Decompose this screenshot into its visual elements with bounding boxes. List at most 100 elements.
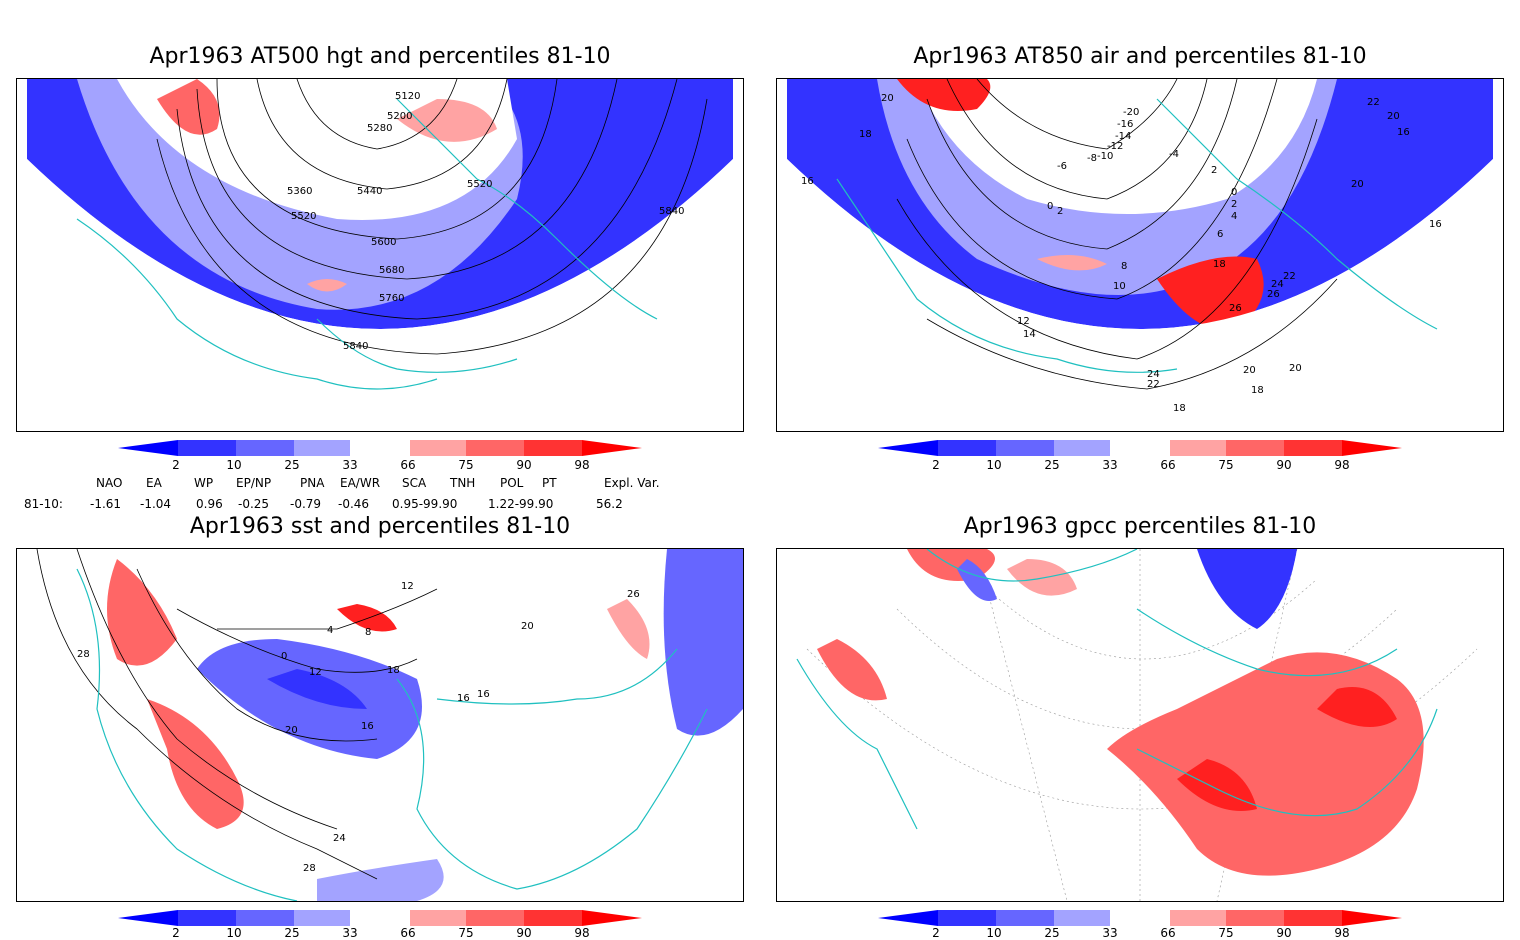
contour-label: 20 [521, 621, 534, 632]
blue-anomaly-region [957, 559, 997, 601]
index-row-label: 81-10: [24, 497, 63, 511]
contour-label: 24 [333, 833, 346, 844]
colorbar-label: 66 [1160, 458, 1176, 472]
colorbar-label: 66 [1160, 926, 1176, 940]
index-header: NAO [96, 476, 123, 490]
contour-label: 5840 [659, 206, 684, 217]
contour-label: 5360 [287, 186, 312, 197]
contour-label: 5680 [379, 265, 404, 276]
contour-label: 18 [859, 129, 872, 140]
index-value: -0.25 [238, 497, 270, 511]
contour-label: 0 [281, 651, 287, 662]
contour-label: 12 [309, 667, 322, 678]
index-header: SCA [402, 476, 427, 490]
contour-label: -14 [1115, 131, 1131, 142]
colorbar-bottom-left [118, 910, 642, 926]
colorbar-label: 75 [1218, 926, 1234, 940]
colorbar-label: 25 [1044, 926, 1060, 940]
panel3-title: Apr1963 sst and percentiles 81-10 [189, 514, 571, 539]
index-header: Expl. Var. [604, 476, 660, 490]
map-at500-svg: 5120 5200 5280 5360 5440 5520 5520 5600 … [17, 79, 743, 431]
red-anomaly-region [307, 279, 347, 292]
map-panel-at500: 5120 5200 5280 5360 5440 5520 5520 5600 … [16, 78, 744, 432]
height-contours [156, 79, 708, 355]
contour-label: -8 [1087, 153, 1097, 164]
contour-label: 16 [1397, 127, 1410, 138]
colorbar-label: 33 [1102, 926, 1118, 940]
neutral-region [917, 79, 1317, 214]
contour-label: 20 [881, 93, 894, 104]
contour-label: 26 [1229, 303, 1242, 314]
contour-label: -20 [1123, 107, 1139, 118]
map-panel-at850: 20 18 16 22 20 16 20 16 -20 -16 -14 -12 … [776, 78, 1504, 432]
contour-label: 28 [303, 863, 316, 874]
red-anomaly-region [1037, 255, 1107, 271]
contour-label: 5280 [367, 123, 392, 134]
colorbar-label: 90 [1276, 926, 1292, 940]
red-anomaly-region [1157, 256, 1264, 331]
contour-label: 24 [1147, 369, 1160, 380]
colorbar-label: 33 [342, 926, 358, 940]
contour-label: 18 [1251, 385, 1264, 396]
panel1-title: Apr1963 AT500 hgt and percentiles 81-10 [149, 44, 611, 69]
contour-label: 22 [1367, 97, 1380, 108]
contour-label: 5520 [291, 211, 316, 222]
red-anomaly-region [337, 604, 397, 632]
colorbar-label: 98 [574, 458, 590, 472]
colorbar-bottom-right [878, 910, 1402, 926]
index-value: -0.79 [290, 497, 322, 511]
colorbar-label: 10 [986, 458, 1002, 472]
contour-label: -16 [1117, 119, 1133, 130]
colorbar-label: 2 [932, 926, 940, 940]
contour-label: 16 [801, 176, 814, 187]
index-value: 56.2 [596, 497, 623, 511]
contour-label: -4 [1169, 149, 1179, 160]
contour-label: 5440 [357, 186, 382, 197]
contour-label: 8 [1121, 261, 1127, 272]
index-value: 1.22-99.90 [488, 497, 554, 511]
coastlines [76, 568, 708, 901]
red-anomaly-region [397, 99, 497, 142]
contour-label: -10 [1097, 151, 1113, 162]
red-anomaly-region [607, 599, 650, 659]
contour-label: 5840 [343, 341, 368, 352]
map-panel-sst: 28 0 4 8 12 16 20 24 28 16 16 18 12 20 2… [16, 548, 744, 902]
index-value: 0.96 [196, 497, 223, 511]
index-header: POL [500, 476, 524, 490]
contour-label: 4 [327, 625, 333, 636]
contour-label: 16 [361, 721, 374, 732]
colorbar-label: 2 [172, 926, 180, 940]
map-at850-svg: 20 18 16 22 20 16 20 16 -20 -16 -14 -12 … [777, 79, 1503, 431]
contour-label: 20 [1351, 179, 1364, 190]
colorbar-label: 10 [226, 926, 242, 940]
red-anomaly-region [1107, 652, 1424, 876]
colorbar-label: 75 [458, 926, 474, 940]
contour-label: 5120 [395, 91, 420, 102]
contour-label: 22 [1283, 271, 1296, 282]
contour-label: 28 [77, 649, 90, 660]
contour-label: 12 [401, 581, 414, 592]
panel4-title: Apr1963 gpcc percentiles 81-10 [963, 514, 1317, 539]
contour-label: 18 [1173, 403, 1186, 414]
blue-anomaly-region [317, 859, 444, 901]
contour-label: 0 [1231, 187, 1237, 198]
contour-label: 5200 [387, 111, 412, 122]
contour-label: 20 [1387, 111, 1400, 122]
colorbar-label: 75 [1218, 458, 1234, 472]
red-anomaly-region [897, 79, 991, 111]
colorbar-label: 66 [400, 926, 416, 940]
index-header: WP [194, 476, 214, 490]
map-panel-gpcc [776, 548, 1504, 902]
colorbar-label: 90 [516, 926, 532, 940]
blue-anomaly-region [663, 549, 743, 736]
contour-label: 5760 [379, 293, 404, 304]
index-header: EA [146, 476, 162, 490]
contour-label: 18 [387, 665, 400, 676]
colorbar-label: 25 [284, 458, 300, 472]
coastlines [796, 549, 1438, 830]
index-value: -0.46 [338, 497, 370, 511]
colorbar-label: 10 [986, 926, 1002, 940]
contour-label: 6 [1217, 229, 1223, 240]
contour-label: 16 [477, 689, 490, 700]
blue-anomaly-region [267, 669, 367, 709]
